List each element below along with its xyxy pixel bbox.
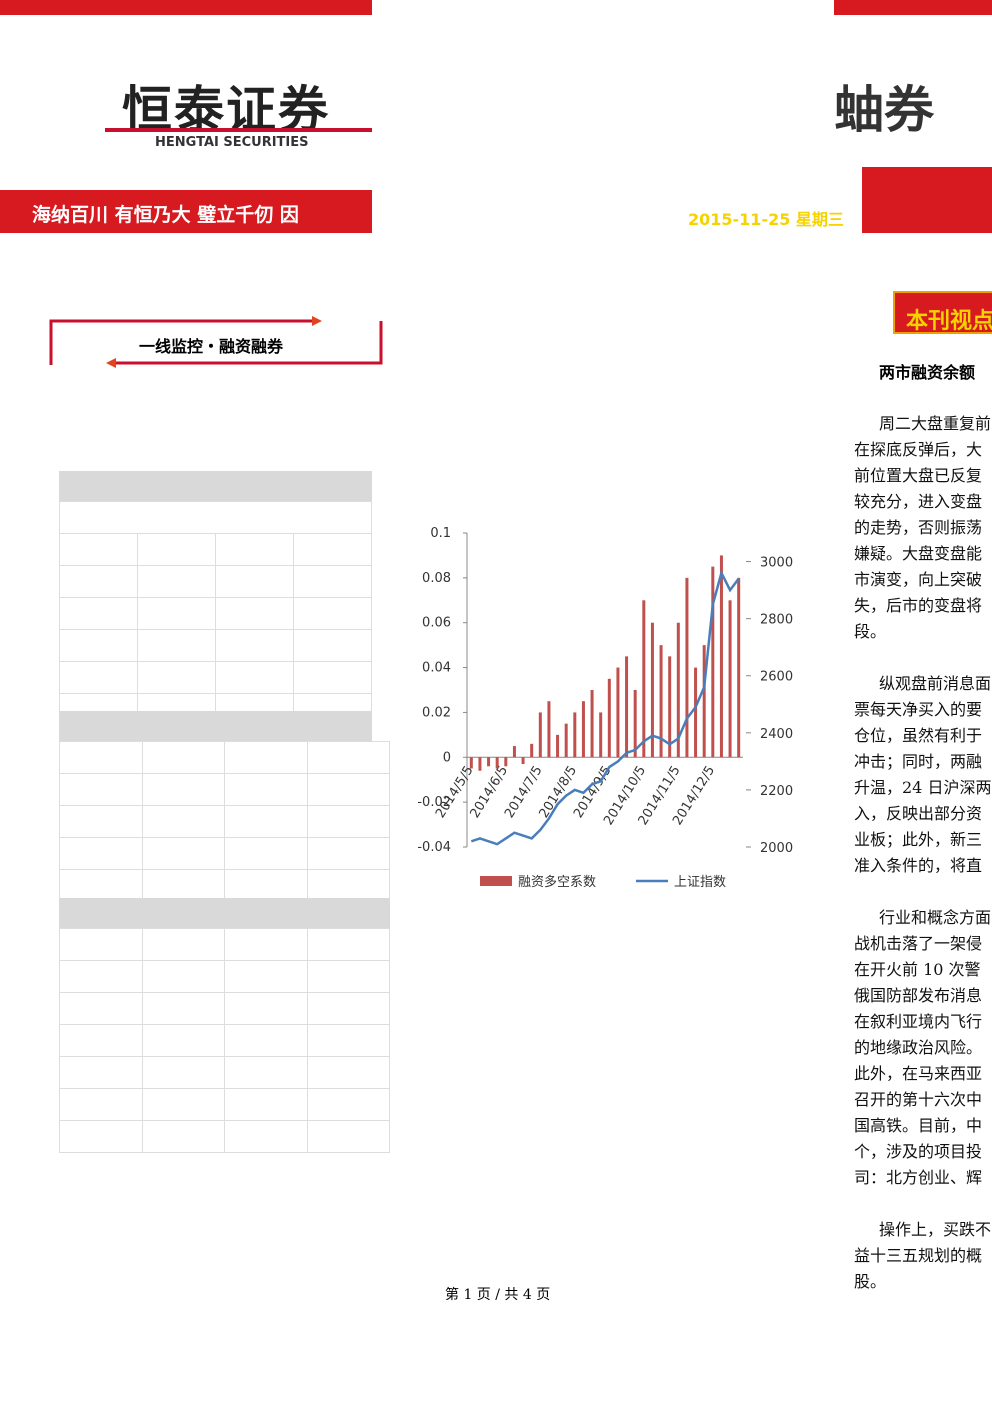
y2-tick-label: 2400 (760, 727, 793, 742)
bar (478, 757, 482, 771)
y-tick-label: 0.1 (430, 526, 451, 541)
text-line: 仓位，虽然有利于 (854, 726, 983, 745)
y2-tick-label: 2600 (760, 670, 793, 685)
text-line: 国高铁。目前，中 (854, 1116, 983, 1135)
text-line: 冲击；同时，两融 (854, 752, 983, 771)
text-line: 在开火前 10 次警 (854, 960, 981, 979)
bar (650, 622, 654, 758)
y-tick-label: 0.04 (422, 661, 451, 676)
bar (521, 757, 525, 765)
bar (564, 723, 568, 758)
bar (590, 690, 594, 758)
bar (581, 701, 585, 758)
bar (556, 734, 560, 758)
text-line: 俄国防部发布消息 (854, 986, 983, 1005)
legend-label: 融资多空系数 (518, 874, 596, 890)
text-line: 召开的第十六次中 (854, 1090, 983, 1109)
footer: 第 1 页 / 共 4 页 (445, 1287, 551, 1303)
logo-en: HENGTAI SECURITIES (155, 135, 309, 150)
text-line: 的走势，否则振荡 (854, 518, 983, 537)
text-line: 准入条件的，将直 (854, 856, 983, 875)
line (470, 569, 740, 846)
sidebar-title-box (893, 291, 992, 334)
header-left: 恒泰证券 HENGTAI SECURITIES 海纳百川 有恒乃大 璧立千仞 因 (0, 0, 372, 235)
text-line: 业板；此外，新三 (854, 830, 983, 849)
y2-tick-label: 3000 (760, 556, 793, 571)
text-line: 行业和概念方面 (879, 908, 992, 927)
headline: 两市融资余额 (879, 363, 976, 382)
logo-right: 蚰券 (834, 81, 934, 139)
bar (702, 645, 706, 758)
bar (668, 656, 672, 758)
text-line: 此外，在马来西亚 (854, 1064, 983, 1083)
legend-label: 上证指数 (674, 875, 726, 890)
bar (487, 757, 491, 767)
y-tick-label: -0.02 (417, 795, 451, 810)
bar (711, 566, 715, 758)
text-line: 个，涉及的项目投 (854, 1142, 983, 1161)
y2-tick-label: 2200 (760, 784, 793, 799)
bar (625, 656, 629, 758)
bar (633, 690, 637, 758)
bar (573, 712, 577, 758)
bar (607, 678, 611, 758)
text-line: 操作上，买跌不 (879, 1220, 992, 1239)
text-line: 嫌疑。大盘变盘能 (854, 544, 983, 563)
text-line: 益十三五规划的概 (854, 1246, 983, 1265)
y-tick-label: 0.02 (422, 705, 451, 720)
bar (469, 757, 473, 769)
text-line: 入，反映出部分资 (854, 804, 983, 823)
text-line: 前位置大盘已反复 (854, 466, 983, 485)
text-line: 在叙利亚境内飞行 (854, 1012, 983, 1031)
text-line: 票每天净买入的要 (854, 700, 983, 719)
bar (512, 746, 516, 758)
y2-tick-label: 2800 (760, 613, 793, 628)
text-line: 司：北方创业、辉 (854, 1168, 983, 1187)
slogan: 海纳百川 有恒乃大 璧立千仞 因 (32, 204, 299, 226)
section-frame (49, 316, 383, 368)
bar (694, 667, 698, 758)
bar (599, 712, 603, 758)
text-line: 在探底反弹后，大 (854, 440, 983, 459)
bar (685, 577, 689, 758)
bar (676, 622, 680, 758)
bar (530, 743, 534, 758)
text-line: 段。 (854, 622, 887, 641)
text-line: 市演变，向上突破 (854, 570, 983, 589)
legend-swatch (480, 876, 512, 886)
text-line: 纵观盘前消息面 (879, 674, 992, 693)
text-line: 的地缘政治风险。 (854, 1038, 983, 1057)
header-right: 蚰券 (834, 0, 992, 235)
y-tick-label: 0 (443, 750, 451, 765)
bar (616, 667, 620, 758)
bar (504, 757, 508, 767)
text-line: 失，后市的变盘将 (854, 596, 983, 615)
y2-tick-label: 2000 (760, 841, 793, 856)
text-line: 较充分，进入变盘 (854, 492, 983, 511)
text-line: 股。 (854, 1272, 887, 1291)
sidebar-title: 本刊视点 (906, 309, 992, 334)
bar (719, 555, 723, 758)
y-tick-label: 0.06 (422, 616, 451, 631)
bar (538, 712, 542, 758)
text-line: 战机击落了一架侵 (854, 934, 983, 953)
y-tick-label: 0.08 (422, 571, 451, 586)
y-tick-label: -0.04 (417, 840, 451, 855)
section-label: 一线监控・融资融券 (139, 337, 284, 356)
bar (737, 577, 741, 758)
text-line: 升温，24 日沪深两 (854, 778, 992, 797)
bar (728, 600, 732, 758)
bar (659, 645, 663, 758)
text-line: 周二大盘重复前 (879, 414, 992, 433)
bar (547, 701, 551, 758)
bar (495, 757, 499, 769)
date: 2015-11-25 星期三 (688, 210, 844, 229)
bar (642, 600, 646, 758)
